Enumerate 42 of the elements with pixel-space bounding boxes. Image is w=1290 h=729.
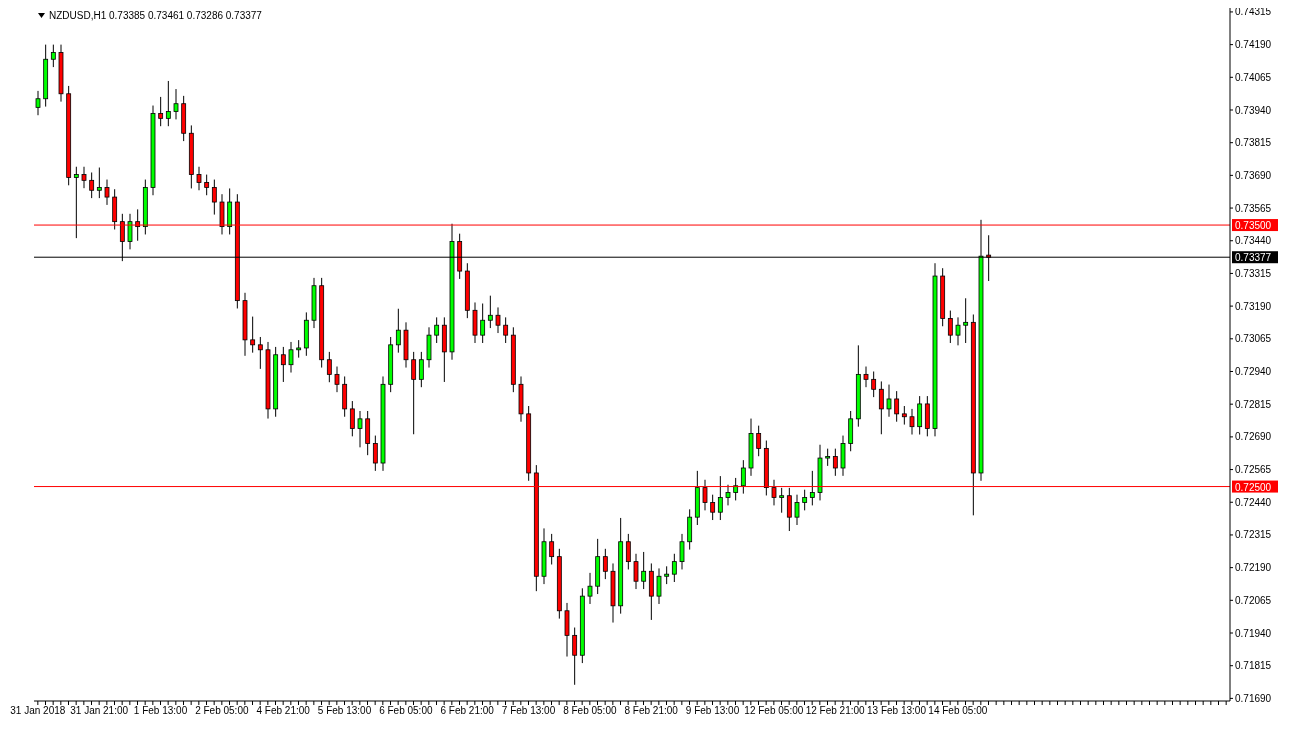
y-tick-label: 0.73690 (1235, 169, 1272, 181)
x-tick-label: 31 Jan 21:00 (70, 705, 129, 717)
y-tick-label: 0.73565 (1235, 202, 1272, 214)
x-tick-label: 6 Feb 21:00 (440, 705, 495, 717)
ref-line-label: 0.73377 (1235, 252, 1272, 264)
x-tick-label: 7 Feb 13:00 (501, 705, 556, 717)
x-tick-label: 2 Feb 05:00 (195, 705, 249, 717)
x-tick-label: 5 Feb 13:00 (317, 705, 372, 717)
x-tick-label: 1 Feb 13:00 (133, 705, 188, 717)
y-tick-label: 0.74065 (1235, 71, 1272, 83)
x-tick-label: 4 Feb 21:00 (256, 705, 311, 717)
x-tick-label: 6 Feb 05:00 (379, 705, 433, 717)
x-tick-label: 8 Feb 05:00 (563, 705, 617, 717)
x-tick-label: 12 Feb 05:00 (744, 705, 804, 717)
y-tick-label: 0.73065 (1235, 333, 1272, 345)
chart-title: NZDUSD,H1 0.73385 0.73461 0.73286 0.73377 (49, 10, 262, 21)
y-tick-label: 0.73440 (1235, 235, 1272, 247)
y-tick-label: 0.72940 (1235, 366, 1272, 378)
x-tick-label: 9 Feb 13:00 (685, 705, 740, 717)
y-tick-label: 0.72315 (1235, 529, 1272, 541)
x-tick-label: 13 Feb 13:00 (867, 705, 927, 717)
x-tick-label: 14 Feb 05:00 (928, 705, 988, 717)
y-tick-label: 0.74190 (1235, 39, 1272, 51)
y-tick-label: 0.72065 (1235, 594, 1272, 606)
y-tick-label: 0.73315 (1235, 267, 1272, 279)
ref-line-label: 0.73500 (1235, 220, 1272, 232)
y-tick-label: 0.71815 (1235, 660, 1272, 672)
y-tick-label: 0.72190 (1235, 562, 1272, 574)
y-tick-label: 0.72440 (1235, 496, 1272, 508)
x-tick-label: 31 Jan 2018 (10, 705, 66, 717)
x-tick-label: 12 Feb 21:00 (805, 705, 866, 717)
y-tick-label: 0.74315 (1235, 6, 1272, 18)
y-tick-label: 0.72815 (1235, 398, 1272, 410)
y-tick-label: 0.73940 (1235, 104, 1272, 116)
y-tick-label: 0.73815 (1235, 137, 1272, 149)
y-tick-label: 0.71940 (1235, 627, 1272, 639)
ref-line-label: 0.72500 (1235, 481, 1272, 493)
y-tick-label: 0.73190 (1235, 300, 1272, 312)
y-tick-label: 0.72690 (1235, 431, 1272, 443)
x-tick-label: 8 Feb 21:00 (624, 705, 679, 717)
y-tick-label: 0.71690 (1235, 692, 1272, 704)
y-tick-label: 0.72565 (1235, 464, 1272, 476)
